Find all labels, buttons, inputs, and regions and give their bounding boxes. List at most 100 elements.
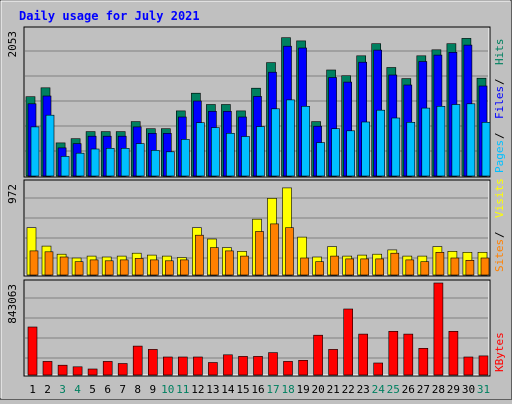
bar-pages-23: [361, 121, 371, 177]
bar-kbytes-4: [72, 366, 83, 376]
bar-pages-12: [196, 122, 205, 177]
bar-pages-22: [346, 130, 356, 177]
x-tick-label: 19: [296, 383, 309, 396]
bar-pages-28: [436, 106, 446, 177]
bar-sites-27: [420, 261, 430, 276]
bar-kbytes-5: [87, 368, 98, 376]
x-tick-label: 25: [387, 383, 400, 396]
bar-kbytes-3: [57, 364, 68, 376]
x-tick-label: 5: [89, 383, 96, 396]
bar-sites-14: [225, 250, 234, 276]
right-label-files: Files: [493, 86, 506, 119]
bar-pages-1: [30, 126, 40, 177]
right-label-sites: Sites: [493, 239, 506, 272]
x-tick-label: 6: [104, 383, 111, 396]
x-tick-label: 30: [462, 383, 475, 396]
bar-pages-2: [45, 114, 55, 177]
x-tick-label: 24: [372, 383, 386, 396]
bar-pages-15: [241, 136, 250, 177]
bar-pages-3: [60, 156, 70, 177]
bar-kbytes-13: [208, 362, 218, 376]
bar-kbytes-17: [268, 352, 278, 376]
x-tick-label: 10: [161, 383, 174, 396]
x-tick-label: 1: [29, 383, 36, 396]
right-label-hits: Hits: [493, 39, 506, 66]
bar-sites-29: [450, 257, 460, 276]
panel-mid: 972 Sites / Visits: [6, 178, 506, 277]
bar-pages-24: [376, 109, 386, 177]
right-label-sep: /: [493, 132, 506, 139]
bar-sites-20: [315, 261, 324, 276]
x-tick-label: 29: [447, 383, 460, 396]
series-sites: [29, 223, 490, 276]
bar-kbytes-10: [163, 356, 173, 376]
bar-pages-11: [181, 139, 190, 177]
x-tick-label: 12: [191, 383, 204, 396]
x-tick-label: 27: [417, 383, 430, 396]
bar-sites-5: [89, 259, 99, 276]
right-label-kbytes: KBytes: [493, 332, 506, 372]
bar-sites-6: [104, 260, 114, 276]
bar-kbytes-19: [298, 359, 308, 376]
right-label-visits: Visits: [493, 178, 506, 218]
bar-kbytes-28: [433, 282, 444, 376]
x-tick-label: 8: [134, 383, 141, 396]
bar-pages-8: [135, 143, 145, 177]
bar-sites-15: [240, 255, 249, 276]
x-tick-label: 2: [44, 383, 51, 396]
x-tick-label: 7: [119, 383, 126, 396]
bar-kbytes-29: [448, 330, 459, 376]
bar-kbytes-7: [117, 363, 128, 376]
x-tick-label: 28: [432, 383, 445, 396]
bar-pages-31: [481, 122, 491, 177]
bar-kbytes-12: [193, 356, 203, 376]
bar-sites-2: [44, 251, 54, 276]
x-tick-label: 22: [342, 383, 355, 396]
panel-top: 2053 Pages / Files / Hits: [6, 26, 506, 178]
bar-pages-4: [75, 152, 85, 177]
bar-pages-16: [256, 126, 265, 177]
bar-sites-25: [390, 252, 400, 276]
bar-pages-9: [151, 150, 160, 177]
bar-sites-17: [270, 223, 279, 276]
bar-pages-18: [286, 99, 295, 177]
bar-sites-22: [345, 258, 355, 276]
bar-kbytes-20: [313, 334, 323, 376]
bar-kbytes-15: [238, 356, 248, 376]
bar-pages-19: [301, 106, 310, 177]
bar-kbytes-25: [388, 330, 399, 376]
bar-kbytes-27: [418, 347, 429, 376]
bar-pages-7: [120, 148, 130, 177]
bar-sites-3: [59, 256, 69, 276]
x-tick-label: 16: [251, 383, 264, 396]
bar-kbytes-14: [223, 354, 233, 376]
bar-pages-20: [316, 142, 325, 177]
bar-sites-12: [195, 234, 204, 276]
bar-sites-9: [150, 259, 159, 276]
x-tick-label: 4: [74, 383, 81, 396]
series-pages: [30, 99, 491, 177]
x-tick-label: 11: [176, 383, 189, 396]
bar-kbytes-24: [373, 362, 384, 376]
bar-pages-29: [451, 104, 461, 177]
bar-kbytes-21: [328, 349, 338, 376]
bar-sites-30: [465, 259, 475, 276]
bar-sites-26: [405, 259, 415, 276]
x-tick-label: 17: [266, 383, 279, 396]
bar-sites-10: [165, 260, 174, 276]
bar-sites-21: [330, 255, 339, 276]
bar-kbytes-8: [132, 345, 143, 376]
right-label-sep: /: [493, 231, 506, 238]
x-tick-label: 21: [327, 383, 340, 396]
chart-title: Daily usage for July 2021: [19, 9, 200, 23]
bar-pages-27: [421, 107, 431, 177]
bar-sites-18: [285, 227, 294, 276]
bar-kbytes-9: [148, 349, 158, 376]
bar-sites-13: [210, 247, 219, 276]
bar-pages-6: [105, 148, 115, 177]
bar-pages-30: [466, 103, 476, 177]
x-tick-label: 20: [311, 383, 324, 396]
bar-sites-23: [360, 258, 370, 276]
